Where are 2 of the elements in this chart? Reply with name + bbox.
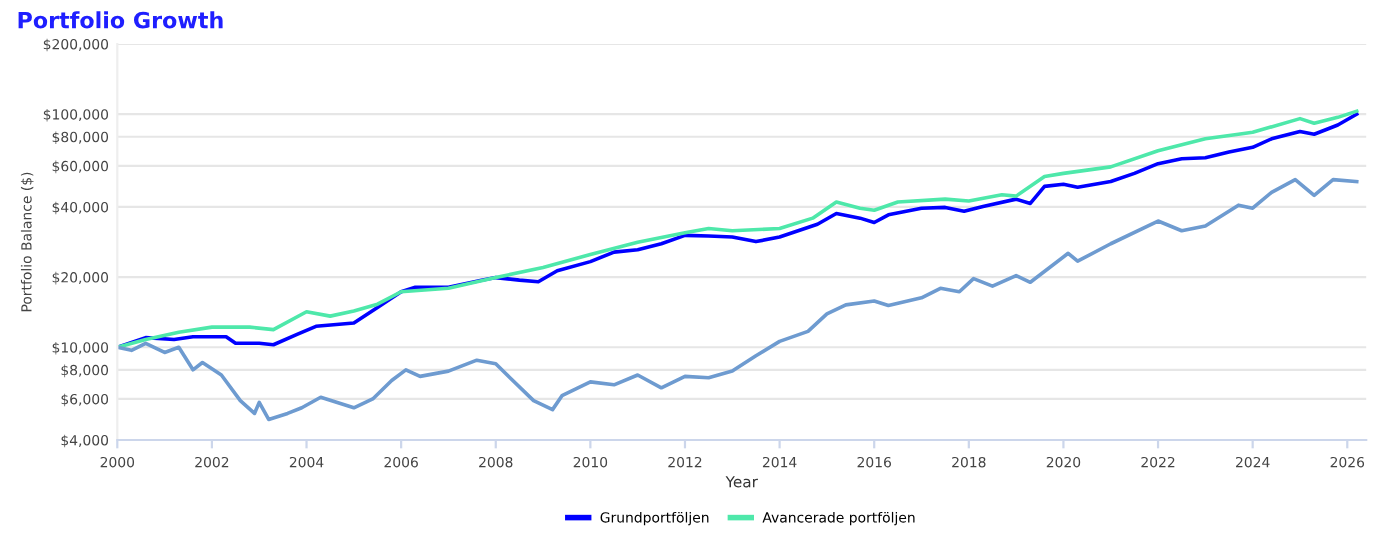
chart-title: Portfolio Growth (18, 11, 223, 29)
line-series (117, 177, 1359, 422)
